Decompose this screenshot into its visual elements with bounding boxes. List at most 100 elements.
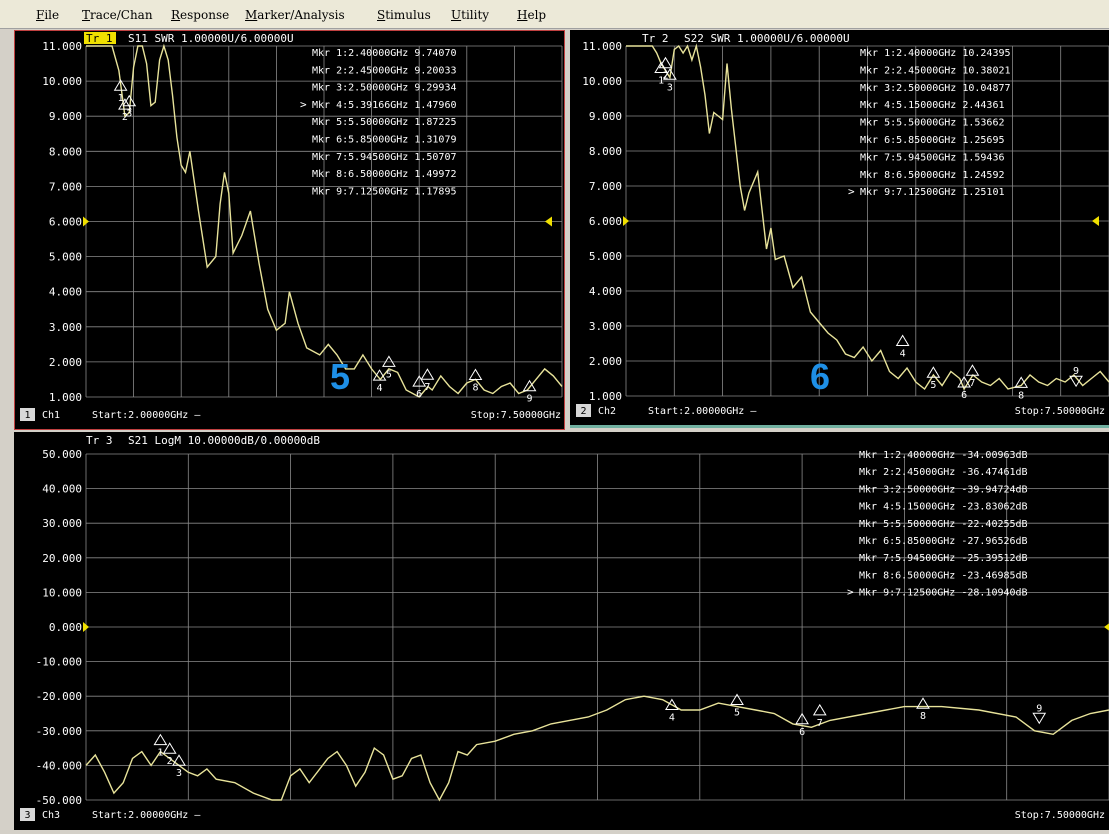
marker-label: 3 [126,109,132,120]
marker-1 [153,733,168,746]
y-tick-label: 9.000 [49,110,82,123]
marker-label: 2 [122,112,128,123]
marker-label: 9 [527,394,533,405]
marker-readout: Mkr 6:5.85000GHz -27.96526dB [859,536,1028,547]
marker-readout: Mkr 8:6.50000GHz 1.49972 [312,169,457,180]
marker-readout: Mkr 1:2.40000GHz -34.00963dB [859,450,1028,461]
marker-readout: Mkr 7:5.94500GHz -25.39512dB [859,553,1028,564]
marker-readout: Mkr 3:2.50000GHz -39.94724dB [859,484,1028,495]
marker-8 [1014,376,1029,388]
grid [85,45,563,398]
y-tick-label: 20.000 [42,552,82,565]
y-tick-label: 2.000 [589,355,622,368]
menu-trace-chan[interactable]: Trace/Chan [82,8,153,22]
s11-swr-chart[interactable]: 11.00010.0009.0008.0007.0006.0005.0004.0… [14,30,565,430]
y-tick-label: 11.000 [582,40,622,53]
menu-utility[interactable]: Utility [451,8,490,22]
reference-level-arrow-left [83,216,89,227]
y-tick-label: -30.000 [36,725,82,738]
start-frequency: Start:2.00000GHz — [92,410,201,421]
marker-readout: Mkr 2:2.45000GHz 9.20033 [312,65,457,76]
marker-3 [122,94,137,107]
marker-8 [468,368,483,380]
y-tick-label: 1.000 [589,390,622,403]
marker-9 [1032,712,1047,725]
trace-header: S11 SWR 1.00000U/6.00000U [128,32,294,45]
marker-readout: Mkr 6:5.85000GHz 1.31079 [312,135,457,146]
marker-6 [795,712,809,725]
y-tick-label: -50.000 [36,794,82,807]
active-marker-indicator: > [300,98,307,111]
marker-readout: Mkr 4:5.15000GHz -23.83062dB [859,502,1028,513]
menu-stimulus[interactable]: Stimulus [377,8,431,22]
menu-help[interactable]: Help [517,8,547,22]
grid [85,453,1109,801]
trace-line [85,695,1109,802]
reference-level-arrow-right [1092,216,1099,226]
marker-7 [812,703,827,716]
trace-header: S21 LogM 10.00000dB/0.00000dB [128,434,320,447]
marker-label: 2 [167,756,173,767]
y-tick-label: 0.000 [49,621,82,634]
marker-9 [1069,375,1083,388]
trace-label: Tr 2 [642,32,669,45]
marker-3 [172,754,186,766]
trace-label: Tr 1 [86,32,113,45]
reference-level-arrow-right [1104,623,1109,631]
marker-readout: Mkr 8:6.50000GHz 1.24592 [860,170,1005,181]
stop-frequency: Stop:7.50000GHz [1015,406,1105,417]
marker-label: 8 [1018,390,1024,401]
channel-label: Ch1 [42,410,60,421]
marker-readout: Mkr 6:5.85000GHz 1.25695 [860,135,1005,146]
marker-readout: Mkr 3:2.50000GHz 10.04877 [860,83,1011,94]
marker-label: 1 [658,75,664,86]
marker-6 [957,376,971,388]
menu-response[interactable]: Response [171,8,230,22]
marker-5 [382,355,396,367]
marker-5 [926,366,941,378]
channel-label: Ch2 [598,406,616,417]
marker-label: 4 [669,712,675,723]
marker-label: 9 [1036,703,1042,714]
channel-number: 2 [580,406,586,417]
marker-3 [663,68,677,80]
marker-readout: Mkr 8:6.50000GHz -23.46985dB [859,570,1028,581]
reference-level-arrow-left [623,216,629,226]
marker-label: 5 [930,380,936,391]
trace-label-bg [84,32,116,44]
s22-swr-chart[interactable]: 11.00010.0009.0008.0007.0006.0005.0004.0… [570,30,1109,426]
marker-label: 4 [377,383,383,394]
marker-2 [162,742,177,754]
menu-marker-analysis[interactable]: Marker/Analysis [245,8,345,22]
y-tick-label: 9.000 [589,110,622,123]
channel-number-box [20,408,35,421]
marker-readout: Mkr 7:5.94500GHz 1.59436 [860,152,1005,163]
channel-2-frame [570,425,1109,428]
marker-label: 8 [920,711,926,722]
y-tick-label: 3.000 [589,320,622,333]
active-marker-indicator: > [848,185,855,198]
channel-number-box [576,404,591,417]
trace-label: Tr 3 [86,434,113,447]
marker-readout: Mkr 5:5.50000GHz -22.40255dB [859,519,1028,530]
channel-1-panel: 11.000 10.000 9.000 8.000 7.000 6.000 5.000 4.0… [14,30,565,430]
marker-9 [522,379,537,392]
start-frequency: Start:2.00000GHz — [648,406,757,417]
trace-line [626,43,1109,391]
s21-logm-chart[interactable]: 50.000 40.000 30.000 20.000 10.000 0.000 -10.0… [14,432,1109,830]
marker-label: 7 [817,718,823,729]
marker-4 [372,369,387,381]
y-tick-label: 8.000 [49,145,82,158]
marker-label: 7 [969,378,975,389]
marker-readout: Mkr 5:5.50000GHz 1.87225 [312,117,457,128]
grid [625,45,1109,397]
marker-5 [730,693,744,706]
y-tick-label: -10.000 [36,656,82,669]
marker-readout: Mkr 7:5.94500GHz 1.50707 [312,152,457,163]
marker-readout: Mkr 5:5.50000GHz 1.53662 [860,118,1005,129]
y-tick-label: 6.000 [589,215,622,228]
trace-line [86,43,563,398]
stop-frequency: Stop:7.50000GHz [1015,810,1105,821]
menu-file[interactable]: File [36,8,60,22]
channel-label: Ch3 [42,810,60,821]
